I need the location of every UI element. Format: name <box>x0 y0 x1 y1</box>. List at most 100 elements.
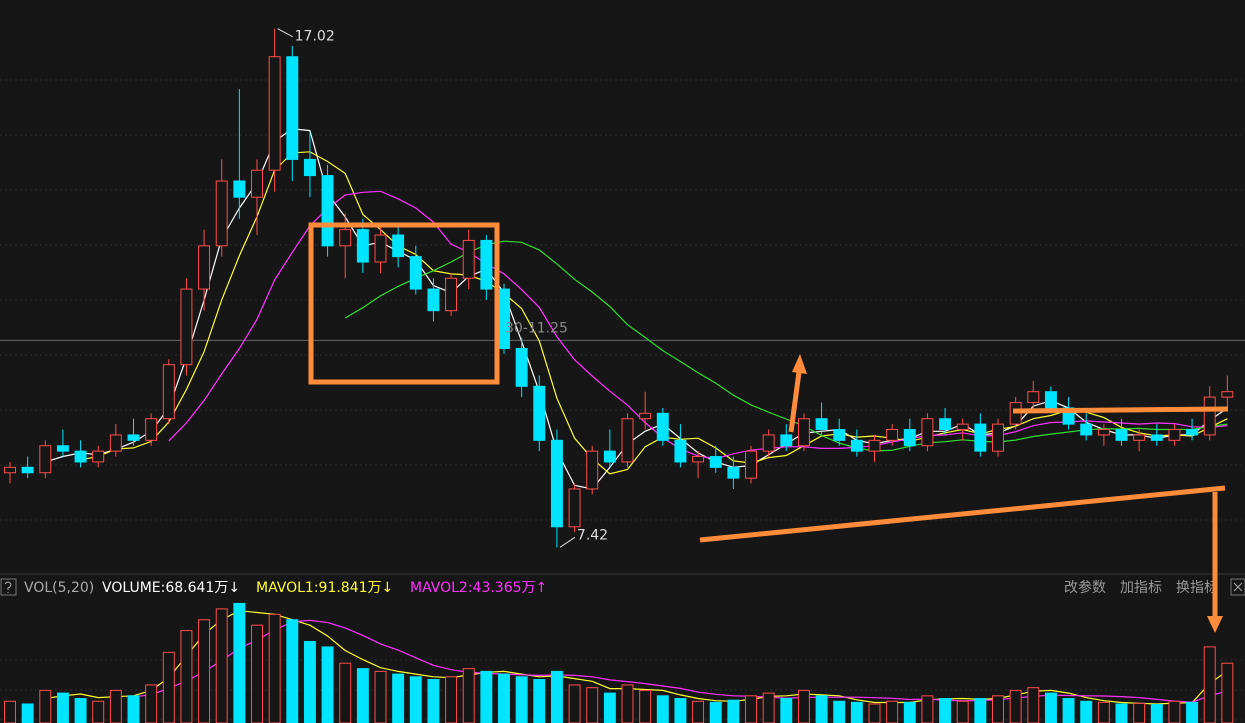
candle-body <box>1203 396 1216 436</box>
volume-bar <box>656 695 669 723</box>
candle-body <box>339 229 352 247</box>
high-label: 17.02 <box>295 29 335 45</box>
candle-body <box>639 412 652 420</box>
volume-bar <box>1221 662 1234 723</box>
volume-bar <box>709 701 722 723</box>
candle-body <box>586 450 599 490</box>
button[interactable]: 换指标 <box>1176 579 1218 596</box>
volume-bar <box>56 692 69 723</box>
high-pointer <box>277 28 293 38</box>
volume-bar <box>903 701 916 723</box>
button[interactable]: 改参数 <box>1064 579 1106 596</box>
volume-bar <box>109 689 122 723</box>
candle-body <box>321 175 334 247</box>
candle-body <box>550 439 563 528</box>
volume-bar <box>1168 700 1181 723</box>
volume-bar <box>727 699 740 723</box>
arrow-head <box>792 354 807 374</box>
volume-bar <box>850 701 863 723</box>
candle-body <box>709 456 722 468</box>
volume-bar <box>4 700 16 723</box>
candle-body <box>145 418 158 441</box>
candle-body <box>462 239 475 279</box>
support-line <box>699 485 1226 543</box>
volume-bar <box>1009 689 1022 723</box>
candle-body <box>4 466 16 474</box>
volume-bar <box>1062 698 1075 723</box>
volume-bar <box>692 700 705 723</box>
arrow-annotation <box>788 371 802 433</box>
low-label: 7.42 <box>577 527 608 543</box>
candle-body <box>409 256 422 290</box>
candle-body <box>868 439 881 452</box>
candle-body <box>692 456 705 463</box>
candle-body <box>903 429 916 447</box>
vol-value: VOLUME:68.641万↓ <box>102 580 240 596</box>
vol-indicator: VOL(5,20) <box>24 580 94 596</box>
box-annotation <box>308 222 500 385</box>
volume-bar <box>445 676 458 723</box>
volume-bar <box>356 668 369 723</box>
candle-body <box>850 439 863 452</box>
volume-bar <box>251 624 263 723</box>
volume-bar <box>1027 687 1040 723</box>
volume-bar <box>815 695 828 723</box>
price-line-label: 30-11.25 <box>505 320 568 336</box>
candle-body <box>992 423 1004 452</box>
volume-bar <box>1044 692 1057 723</box>
volume-bar <box>162 651 175 723</box>
volume-bar <box>21 703 34 723</box>
help-icon[interactable] <box>0 578 17 596</box>
volume-bar <box>533 679 546 723</box>
candle-body <box>1221 391 1234 398</box>
candle-body <box>833 429 846 441</box>
candle-body <box>780 434 793 447</box>
candle-body <box>939 418 952 431</box>
candle-body <box>1027 391 1040 404</box>
button[interactable]: 加指标 <box>1120 580 1162 596</box>
candle-body <box>127 434 140 441</box>
close-icon[interactable] <box>1230 578 1245 596</box>
candle-body <box>886 429 899 441</box>
ma-line <box>80 151 1228 475</box>
candle-body <box>39 445 52 474</box>
candle-body <box>1115 429 1128 441</box>
candle-body <box>1044 391 1057 409</box>
volume-bar <box>374 670 387 723</box>
resistance-line <box>1012 406 1229 414</box>
volume-bar <box>92 700 105 723</box>
volume-bar <box>1203 646 1216 723</box>
volume-bar <box>215 608 228 723</box>
candle-body <box>974 423 987 452</box>
volume-bar <box>868 703 881 723</box>
candle-body <box>268 56 281 171</box>
candle-body <box>797 418 810 447</box>
candle-body <box>1062 407 1075 425</box>
candle-body <box>356 229 369 263</box>
volume-bar <box>462 668 475 723</box>
candle-body <box>251 169 263 198</box>
volume-bar <box>833 700 846 723</box>
candle-body <box>162 364 175 420</box>
volume-bar <box>639 689 652 723</box>
candle-body <box>603 450 616 463</box>
candles <box>4 28 1234 723</box>
volume-bar <box>286 619 299 723</box>
volume-bar <box>1150 704 1163 723</box>
volume-bar <box>1080 700 1093 723</box>
candle-body <box>233 180 246 198</box>
volume-bar <box>1133 702 1146 723</box>
volume-bar <box>180 630 193 723</box>
candle-body <box>921 418 934 447</box>
volume-bar <box>427 679 440 723</box>
candle-body <box>480 239 493 290</box>
candle-body <box>303 158 316 177</box>
candle-body <box>621 418 634 463</box>
volume-bar <box>992 695 1004 723</box>
volume-bar <box>780 698 793 723</box>
candle-body <box>956 423 969 431</box>
volume-bar <box>198 619 211 723</box>
candle-body <box>180 288 193 366</box>
candle-body <box>762 434 775 452</box>
volume-bar <box>1186 701 1199 723</box>
